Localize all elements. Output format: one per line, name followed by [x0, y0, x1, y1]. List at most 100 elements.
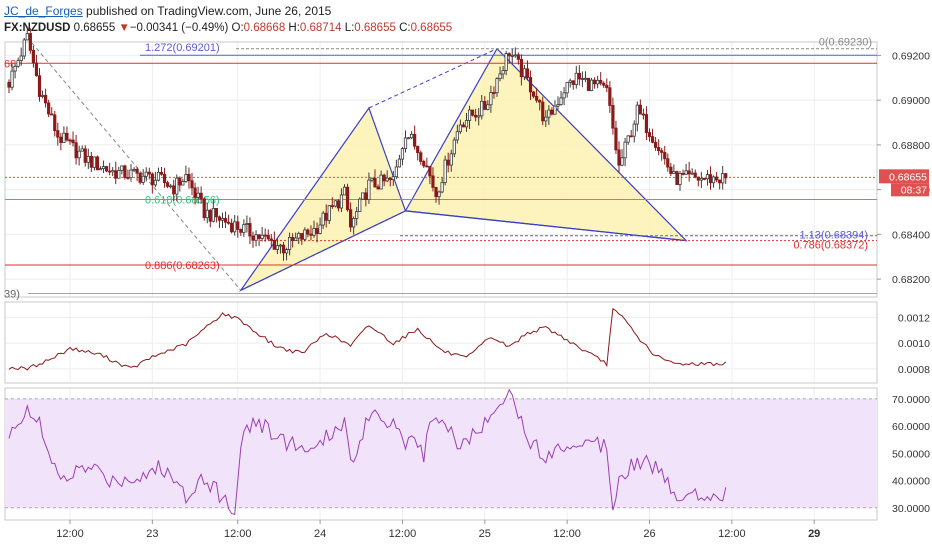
candle-body [132, 168, 136, 171]
candle-body [400, 148, 405, 160]
candle-body [416, 145, 420, 154]
rsi-axis-label: 50.0000 [892, 448, 930, 460]
candle-body [269, 238, 273, 241]
candle [492, 86, 496, 99]
candle [580, 71, 585, 88]
candle [455, 124, 459, 144]
candle-body [608, 87, 612, 106]
time-axis[interactable]: 12:00 23 12:00 24 12:00 25 12:00 26 12:00 29 [56, 520, 820, 540]
candle [147, 167, 151, 180]
candle-body [611, 105, 615, 129]
candle-body [644, 114, 649, 133]
candle [86, 148, 90, 170]
candle [89, 151, 93, 173]
candle-body [477, 115, 481, 118]
candle-body [406, 137, 411, 140]
candle-body [358, 198, 362, 213]
xabcd-pattern[interactable] [26, 37, 688, 292]
candle [550, 107, 554, 116]
candle-body [236, 221, 240, 230]
candle-body [309, 233, 313, 236]
candle-body [257, 234, 261, 239]
candle [214, 207, 218, 223]
candle [220, 212, 225, 229]
candle [312, 220, 316, 238]
candle-body [13, 65, 17, 72]
candle [409, 131, 414, 140]
candle-body [541, 101, 545, 122]
time-axis-label: 12:00 [224, 528, 252, 540]
candle [260, 226, 264, 242]
countdown-tag-text: 08:37 [901, 184, 927, 196]
candle-body [663, 152, 667, 160]
candle [272, 231, 276, 250]
candle-body [528, 77, 533, 93]
candle-body [419, 152, 423, 162]
candle [705, 170, 710, 186]
candle-body [28, 33, 32, 51]
fib-level-label: 1.272(0.69201) [145, 42, 220, 54]
candle [230, 218, 234, 234]
candle-body [721, 173, 725, 184]
candle [28, 28, 32, 54]
candle-body [708, 174, 713, 184]
candle-body [251, 235, 255, 241]
candle [437, 190, 441, 205]
candle [342, 184, 347, 196]
candle-body [162, 173, 167, 184]
rsi-axis-label: 70.0000 [892, 394, 930, 406]
candle-body [489, 92, 493, 106]
candle-body [464, 120, 469, 128]
candle-body [315, 228, 319, 234]
rsi-line [8, 388, 727, 516]
candle-body [660, 150, 664, 153]
candle [721, 165, 725, 190]
candle-body [220, 218, 225, 221]
candle-body [324, 212, 328, 221]
candle-body [443, 159, 447, 184]
candle-body [312, 228, 316, 236]
candle [635, 101, 639, 132]
candle [608, 81, 612, 113]
candle [501, 65, 505, 80]
price-axis-label: 0.69000 [892, 95, 930, 107]
candle-body [74, 142, 78, 159]
candle [474, 108, 478, 122]
candle-body [22, 39, 26, 57]
author-link[interactable]: JC_de_Forges [4, 4, 83, 18]
candle [544, 110, 548, 128]
candle-body [138, 172, 142, 183]
candle-body [623, 141, 627, 159]
price-axis[interactable]: 0.692000.690000.688000.686000.684000.682… [877, 50, 930, 515]
candle-body [199, 192, 203, 200]
candle [413, 125, 417, 150]
candle [269, 233, 273, 247]
candle-body [678, 173, 682, 185]
candle-body [599, 79, 603, 84]
last-price-tag-text: 0.68655 [889, 171, 927, 183]
candle [510, 48, 514, 64]
candle [702, 177, 707, 181]
candle-body [440, 182, 444, 193]
candle [144, 167, 148, 182]
candle [47, 99, 51, 118]
candle [150, 172, 154, 194]
candle-body [525, 68, 530, 78]
candle [553, 100, 557, 115]
candle [715, 172, 719, 183]
candle-body [474, 114, 478, 118]
candle-body [226, 221, 231, 224]
candle-body [535, 95, 539, 101]
candle [660, 148, 664, 161]
candle-body [105, 166, 109, 172]
candle-body [437, 191, 441, 198]
candle [239, 228, 243, 236]
candle-body [272, 240, 276, 250]
candle-body [605, 84, 609, 89]
candle-body [123, 165, 127, 178]
candle [589, 77, 594, 92]
candle [516, 52, 520, 65]
last-price: 0.68655 [73, 22, 116, 34]
fib-cut-label: 68 [4, 58, 16, 70]
